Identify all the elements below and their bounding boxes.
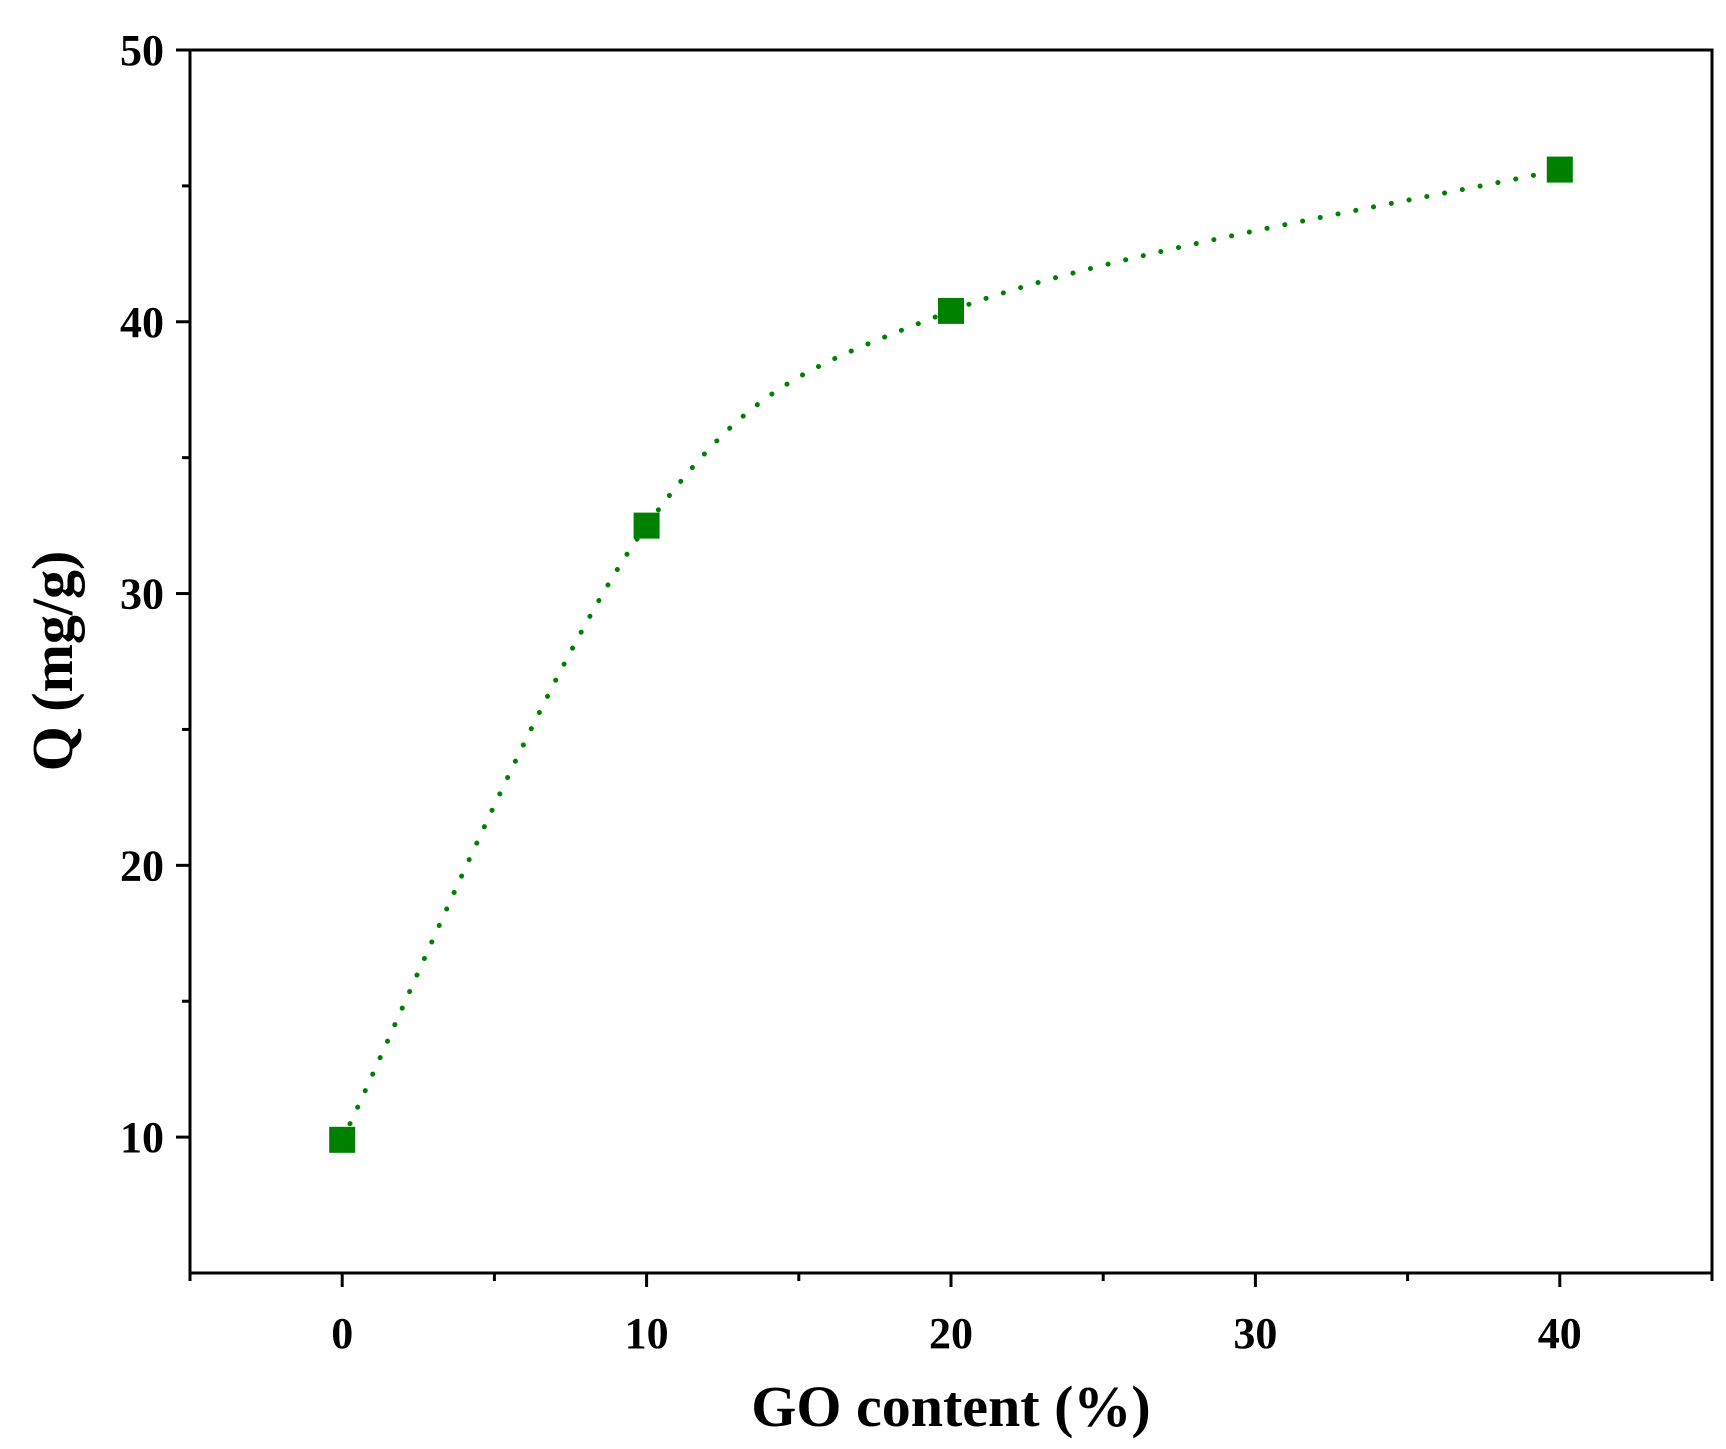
y-axis-title: Q (mg/g) — [20, 551, 85, 772]
axis-tick-labels: 0 10 20 30 40 10 20 30 40 50 — [120, 26, 1582, 1358]
x-axis-title: GO content (%) — [751, 1374, 1151, 1439]
data-point-2 — [938, 297, 964, 324]
axis-ticks — [176, 48, 1714, 1287]
y-tick-label-3: 40 — [120, 298, 164, 347]
data-point-0 — [329, 1126, 356, 1153]
x-tick-label-3: 30 — [1233, 1309, 1277, 1358]
y-tick-label-2: 30 — [120, 570, 164, 619]
data-point-1 — [633, 512, 660, 539]
series-markers — [329, 156, 1573, 1153]
series-dotted-line — [339, 167, 1563, 1143]
y-tick-label-0: 10 — [120, 1113, 164, 1162]
data-point-3 — [1546, 156, 1573, 183]
plot-frame — [188, 48, 1714, 1275]
y-tick-label-1: 20 — [120, 841, 164, 890]
x-tick-label-1: 10 — [625, 1309, 669, 1358]
x-tick-label-4: 40 — [1538, 1309, 1582, 1358]
x-tick-label-2: 20 — [929, 1309, 973, 1358]
x-tick-label-0: 0 — [331, 1309, 353, 1358]
y-tick-label-4: 50 — [120, 26, 164, 75]
